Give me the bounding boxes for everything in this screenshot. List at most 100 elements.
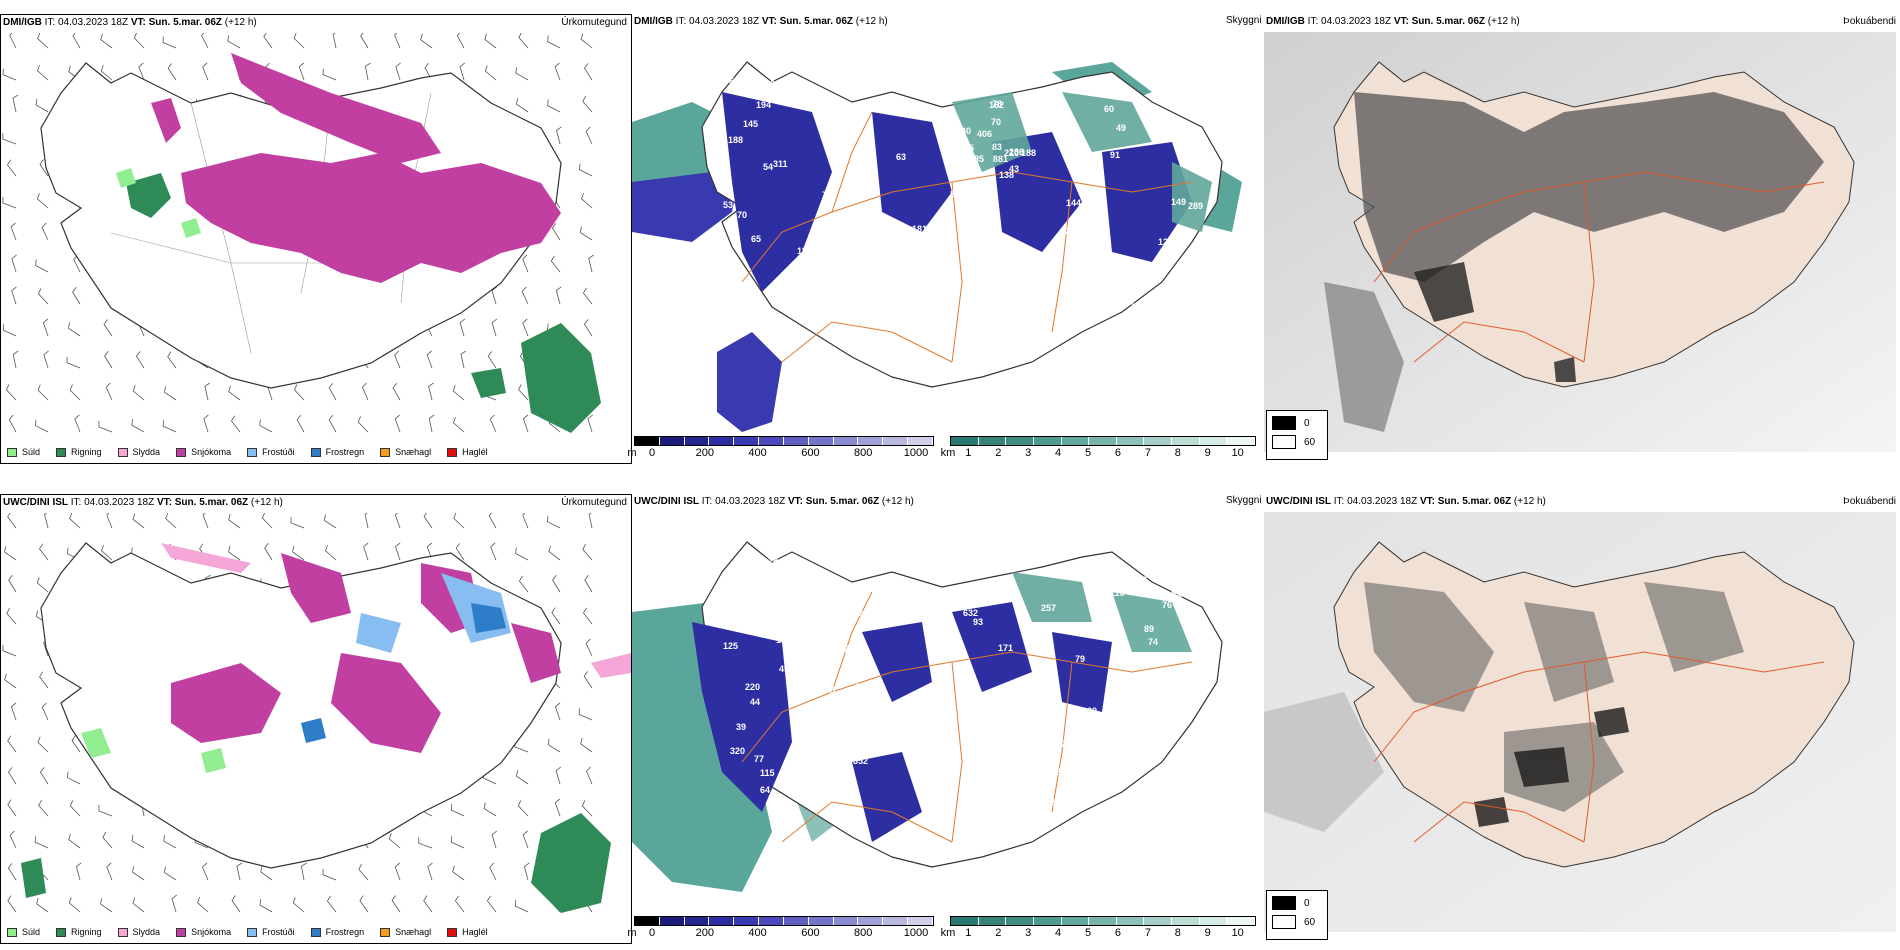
wind-barb (43, 350, 49, 369)
visibility-value-label: 410 (1043, 711, 1058, 721)
colorbar-tick-label: 1 (965, 927, 972, 939)
visibility-value-label: 112 (898, 237, 913, 247)
wind-barb (2, 68, 17, 81)
fog-shading (1364, 582, 1744, 812)
legend-label: Haglél (462, 927, 488, 937)
colorbar-bin (684, 917, 710, 925)
wind-barb (293, 384, 305, 401)
visibility-value-label: 49 (1116, 123, 1126, 133)
parameter-name: Skyggni (1226, 495, 1262, 506)
wind-barb (132, 866, 145, 881)
wind-barb (12, 350, 19, 369)
rain-areas (126, 173, 601, 433)
wind-barb (8, 767, 17, 785)
precip-type-map (2, 33, 601, 433)
colorbar-bin (1227, 917, 1256, 925)
visibility-value-label: 188 (728, 135, 743, 145)
wind-barb (66, 356, 81, 369)
wind-barb (515, 98, 529, 113)
wind-barb (106, 862, 113, 881)
wind-barb (518, 384, 529, 401)
visibility-value-label: 415 (874, 321, 889, 331)
wind-barb (35, 259, 49, 273)
wind-barb (548, 545, 561, 561)
visibility-value-label: 93 (1030, 732, 1040, 742)
precip-type-map (2, 513, 631, 913)
wind-barb (39, 543, 49, 561)
wind-barb (71, 735, 81, 753)
colorbar-bin (659, 437, 685, 445)
visibility-value-label: 70 (991, 117, 1001, 127)
visibility-value-label: 497 (779, 664, 794, 674)
visibility-labels: 28 93 103 53 74 113 115 167 51 44 95 83 82 93 58 62 46 64… (723, 552, 1208, 819)
colorbar-tick-label: 10 (1231, 927, 1244, 939)
wind-barb (483, 802, 497, 817)
fog-map (1264, 512, 1896, 932)
legend-item: Snæhagl (380, 447, 431, 457)
valid-time: VT: Sun. 5.mar. 06Z (787, 496, 880, 507)
visibility-value-label: 83 (950, 189, 960, 199)
wind-barb (203, 414, 209, 433)
wind-barb (325, 544, 337, 561)
wind-barb (39, 767, 49, 785)
wind-barb (7, 735, 17, 753)
wind-barb (583, 319, 593, 337)
legend-item: Súld (7, 927, 40, 937)
wind-barb (102, 831, 113, 849)
legend-item: Slydda (117, 447, 160, 457)
wind-barb (37, 384, 49, 401)
iceland-coastline (40, 542, 562, 869)
wind-barb (259, 419, 273, 433)
wind-barb (236, 862, 243, 881)
fog-legend-item: 60 (1272, 915, 1322, 929)
wind-barb (36, 897, 49, 913)
colorbar-tick-label: 800 (854, 447, 873, 459)
visibility-value-label: 145 (743, 119, 758, 129)
legend-swatch (310, 447, 321, 457)
vis-mid-land (1012, 572, 1192, 652)
wind-barb (579, 163, 593, 177)
visibility-value-label: 107 (1022, 557, 1037, 567)
wind-barb (167, 351, 177, 369)
wind-barb (517, 800, 529, 817)
visibility-value-label: 60 (1104, 104, 1114, 114)
wind-barb (7, 513, 17, 529)
colorbar-bin (1061, 437, 1090, 445)
visibility-colorbar-km: 1 2 3 4 5 6 7 8 9 10 km (941, 916, 1256, 940)
visibility-value-label: 126 (1060, 226, 1075, 236)
wind-barb (518, 575, 529, 593)
sleet-areas (161, 543, 631, 678)
visibility-value-label: 74 (1148, 637, 1158, 647)
panel-header: UWC/DINI ISL IT: 04.03.2023 18Z VT: Sun.… (3, 497, 629, 511)
visibility-value-label: 210 (1004, 148, 1019, 158)
wind-barb (106, 513, 113, 529)
wind-barb (36, 193, 49, 209)
colorbar-bin (734, 917, 760, 925)
wind-barb (554, 798, 561, 817)
colorbar-bin (908, 917, 933, 925)
fog-swatch (1272, 435, 1296, 449)
visibility-value-label: 60 (1131, 557, 1141, 567)
visibility-value-label: 94 (884, 703, 894, 713)
colorbar-ticks: 0 200 400 600 800 1000 m (627, 926, 934, 940)
wind-barb (11, 286, 17, 305)
visibility-value-label: 76 (1162, 600, 1172, 610)
visibility-value-label: 110 (833, 699, 848, 709)
legend-swatch (117, 927, 128, 937)
colorbar-tick-label: 3 (1025, 927, 1032, 939)
wind-barb (456, 33, 465, 49)
wind-barb (488, 513, 497, 529)
wind-barb (550, 255, 561, 273)
colorbar-tick-label: 8 (1174, 927, 1181, 939)
legend-item: Slydda (117, 927, 160, 937)
visibility-value-label: 83 (992, 142, 1002, 152)
visibility-value-label: 194 (756, 100, 771, 110)
legend-label: Frostúði (262, 927, 295, 937)
visibility-value-label: 62 (1171, 585, 1181, 595)
wind-barb (514, 899, 529, 913)
wind-barb (11, 254, 17, 273)
wind-barb (98, 805, 113, 817)
wind-barb (522, 513, 529, 529)
wind-barb (426, 542, 433, 561)
legend-swatch (380, 447, 391, 457)
